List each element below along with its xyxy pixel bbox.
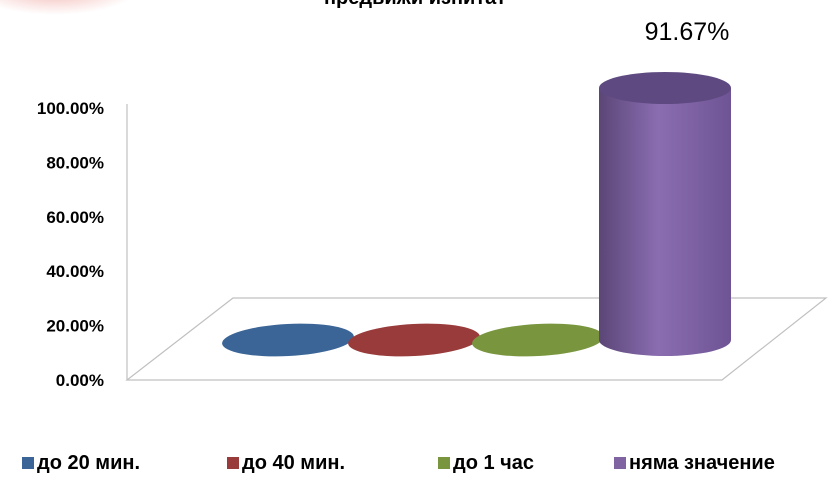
bar-3: [472, 323, 604, 357]
bar-4: [599, 88, 731, 356]
legend-label-1: до 20 мин.: [37, 452, 140, 474]
y-tick-label: 40.00%: [46, 262, 104, 281]
y-tick-label: 100.00%: [37, 99, 104, 118]
bar-2: [348, 323, 480, 357]
chart-title: предвижи изпитат: [324, 0, 506, 9]
legend-swatch-2: [227, 457, 239, 469]
legend-label-3: до 1 час: [453, 452, 534, 474]
y-tick-label: 60.00%: [46, 208, 104, 227]
y-tick-label: 80.00%: [46, 153, 104, 172]
legend-swatch-1: [22, 457, 34, 469]
data-label-4: 91.67%: [645, 18, 730, 46]
chart-marks: 91.67%: [222, 18, 731, 357]
bar-1: [222, 323, 354, 357]
legend-label-2: до 40 мин.: [242, 452, 345, 474]
y-tick-label: 0.00%: [56, 371, 104, 390]
bar-top-4: [599, 72, 731, 104]
legend: до 20 мин. до 40 мин. до 1 час няма значени…: [22, 452, 775, 474]
legend-label-4: няма значение: [629, 452, 775, 474]
legend-swatch-4: [614, 457, 626, 469]
legend-swatch-3: [438, 457, 450, 469]
floor-plane: [125, 297, 828, 381]
y-axis-ticks: 0.00% 20.00% 40.00% 60.00% 80.00% 100.00%: [37, 99, 104, 390]
y-tick-label: 20.00%: [46, 317, 104, 336]
